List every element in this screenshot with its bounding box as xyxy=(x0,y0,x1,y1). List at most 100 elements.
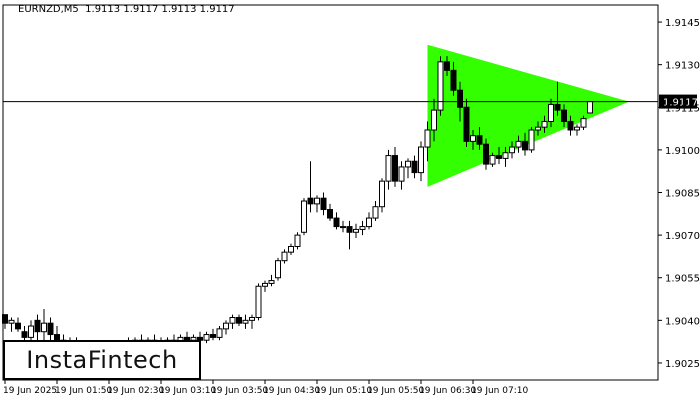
candle xyxy=(431,98,437,142)
candle xyxy=(281,249,288,264)
candle-body xyxy=(21,331,28,338)
candle xyxy=(567,115,574,136)
candle-body xyxy=(411,160,418,174)
candle-body xyxy=(15,322,21,330)
candle xyxy=(28,320,34,344)
candle xyxy=(294,232,301,250)
candle-body xyxy=(522,140,528,151)
candle xyxy=(548,98,554,128)
candle-body xyxy=(470,135,476,142)
candle xyxy=(541,115,548,133)
candle-body xyxy=(424,129,431,148)
candle xyxy=(587,101,593,114)
candle xyxy=(470,130,476,150)
candle xyxy=(262,280,268,292)
candle-body xyxy=(567,120,574,131)
y-tick-label: 1.9130 xyxy=(665,61,700,72)
candle xyxy=(574,124,580,136)
candle-body xyxy=(515,140,522,148)
y-tick-label: 1.9025 xyxy=(665,359,700,370)
candle-layer xyxy=(2,56,593,355)
candle xyxy=(580,115,587,130)
candle-body xyxy=(580,118,587,128)
candle-body xyxy=(535,126,541,131)
candle-body xyxy=(502,152,509,159)
y-tick-label: 1.9055 xyxy=(665,274,700,285)
candle xyxy=(41,308,47,341)
candle xyxy=(249,314,255,329)
candle-body xyxy=(255,285,262,318)
candle xyxy=(255,283,262,321)
candle xyxy=(288,243,294,255)
candle-body xyxy=(41,322,47,333)
candle xyxy=(307,161,314,213)
candle xyxy=(418,141,424,182)
y-tick-label: 1.9070 xyxy=(665,231,700,242)
candle-body xyxy=(385,155,392,182)
chart-header: EURNZD,M5 1.9113 1.9117 1.9113 1.9117 xyxy=(18,4,235,15)
candle-body xyxy=(314,197,320,205)
candle-body xyxy=(8,319,15,324)
candle-body xyxy=(294,234,301,247)
current-price-label: 1.9117 xyxy=(663,98,698,109)
candle xyxy=(236,314,242,327)
candle-body xyxy=(509,146,515,154)
candle xyxy=(320,192,327,216)
candle-body xyxy=(242,319,249,324)
candle-body xyxy=(307,197,314,205)
candle xyxy=(561,104,567,128)
y-tick-label: 1.9100 xyxy=(665,146,700,157)
candle-body xyxy=(275,260,281,279)
x-tick-label: 19 Jun 05:50 xyxy=(367,386,424,396)
candle xyxy=(275,257,281,281)
candle-body xyxy=(236,317,242,324)
current-price-tag xyxy=(659,94,697,109)
candle-body xyxy=(463,106,470,142)
candle xyxy=(522,132,528,156)
candle xyxy=(229,314,236,329)
candle-body xyxy=(392,155,398,182)
x-tick-label: 19 Jun 03:10 xyxy=(159,386,216,396)
candle-body xyxy=(574,126,580,131)
candle xyxy=(398,161,405,190)
candle-body xyxy=(28,325,34,338)
candle xyxy=(515,135,522,153)
candle xyxy=(483,138,489,170)
candle xyxy=(437,56,444,116)
candle-body xyxy=(450,69,457,91)
candle-body xyxy=(203,334,210,341)
candle xyxy=(314,195,320,213)
candle-body xyxy=(437,61,444,111)
candle-body xyxy=(320,197,327,211)
x-tick-label: 19 Jun 03:50 xyxy=(211,386,268,396)
candle xyxy=(210,328,216,341)
candle xyxy=(509,141,515,159)
candle xyxy=(463,98,470,148)
y-tick-label: 1.9145 xyxy=(665,18,700,29)
candle-body xyxy=(405,160,411,168)
candle-body xyxy=(2,314,8,324)
candle xyxy=(554,81,561,116)
candle xyxy=(450,61,457,96)
candle-body xyxy=(548,103,554,122)
candle xyxy=(476,127,483,150)
pattern-layer xyxy=(427,44,629,187)
candle xyxy=(333,212,340,230)
candle-body xyxy=(340,226,346,229)
symbol-label: EURNZD,M5 xyxy=(18,4,79,15)
x-tick-label: 19 Jun 02:30 xyxy=(107,386,164,396)
candle-body xyxy=(353,228,359,233)
candle xyxy=(366,212,372,230)
candle xyxy=(496,147,502,165)
candle-body xyxy=(216,328,223,338)
candle xyxy=(47,317,54,341)
candle-body xyxy=(561,109,567,122)
y-tick-label: 1.9085 xyxy=(665,189,700,200)
candle-body xyxy=(268,280,275,284)
plot-frame xyxy=(2,4,659,381)
candle-body xyxy=(301,200,307,233)
candle xyxy=(353,223,359,238)
candle xyxy=(528,127,535,153)
candle-body xyxy=(483,143,489,165)
